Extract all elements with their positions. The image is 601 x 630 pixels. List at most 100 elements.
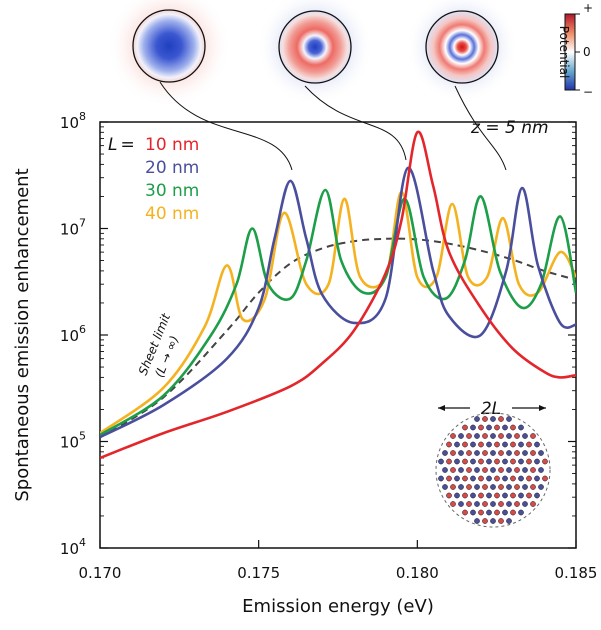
legend-label-30nm: 30 nm (145, 181, 199, 201)
y-tick-label: 104 (60, 536, 86, 558)
lattice-atom (438, 475, 444, 482)
lattice-atom (470, 492, 476, 499)
lattice-atom (518, 509, 524, 516)
lattice-atom (522, 501, 528, 507)
lattice-atom (498, 450, 504, 456)
lattice-atom (518, 441, 524, 448)
lattice-atom (478, 441, 484, 448)
lattice-atom (482, 433, 488, 439)
lattice-atom (494, 441, 500, 448)
x-tick-label: 0.170 (79, 564, 122, 582)
lattice-atom (494, 492, 500, 499)
lattice-atom (458, 484, 464, 490)
lattice-atom (506, 467, 512, 473)
lattice-atom (522, 433, 528, 439)
lattice-atom (462, 424, 468, 431)
lattice-atom (534, 475, 540, 482)
lattice-atom (510, 475, 516, 482)
lattice-atom (502, 509, 508, 516)
lattice-atom (458, 450, 464, 456)
lattice-atom (458, 433, 464, 439)
lattice-atom (506, 501, 512, 507)
lattice-atom (462, 492, 468, 499)
lattice-atom (526, 475, 532, 482)
y-tick-label: 108 (60, 110, 86, 132)
lattice-atom (506, 433, 512, 439)
lattice-atom (450, 433, 456, 439)
lattice-atom (462, 441, 468, 448)
lattice-atom (502, 492, 508, 499)
lattice-atom (510, 441, 516, 448)
x-tick-label: 0.175 (237, 564, 280, 582)
lattice-atom (478, 424, 484, 431)
lattice-atom (474, 484, 480, 490)
lattice-atom (474, 501, 480, 507)
lattice-atom (518, 424, 524, 431)
lattice-atom (474, 416, 480, 422)
lattice-atom (518, 475, 524, 482)
lattice-atom (454, 458, 460, 465)
lattice-atom (486, 509, 492, 516)
lattice-atom (494, 458, 500, 465)
colorbar-tick-plus: + (583, 1, 593, 15)
lattice-atom (498, 433, 504, 439)
legend-L: L (108, 135, 117, 155)
series-layer (100, 130, 576, 460)
lattice-atom (458, 467, 464, 473)
lattice-atom (482, 416, 488, 422)
lattice-atom (438, 458, 444, 465)
lattice-atom (486, 475, 492, 482)
lattice-atom (538, 467, 544, 473)
lattice-atom (522, 467, 528, 473)
lattice-atom (534, 492, 540, 499)
y-tick-label: 106 (60, 323, 86, 345)
lattice-atom (466, 501, 472, 507)
lattice-atom (506, 450, 512, 456)
colorbar-tick-zero: 0 (583, 45, 591, 59)
lattice-atom (490, 433, 496, 439)
lattice-atom (478, 492, 484, 499)
lattice-atom (466, 450, 472, 456)
lattice-atom (462, 475, 468, 482)
lattice-atom (530, 433, 536, 439)
series-line-20-nm (100, 166, 576, 439)
lattice-atom (510, 458, 516, 465)
lattice-atom (446, 441, 452, 448)
axis-ticks: 0.170 0.175 0.180 0.185 104 105 106 107 108 (60, 110, 598, 582)
lattice-atom (466, 433, 472, 439)
lattice-atom (518, 492, 524, 499)
lattice-atom (482, 501, 488, 507)
lattice-atom (490, 484, 496, 490)
lattice-atom (462, 509, 468, 516)
lattice-atom (522, 484, 528, 490)
series-line-10-nm (100, 130, 576, 460)
lattice-atom (454, 441, 460, 448)
lattice-atom (490, 501, 496, 507)
lattice-atom (442, 484, 448, 490)
lattice-atom (466, 467, 472, 473)
lattice-atom (530, 467, 536, 473)
lattice-atom (510, 424, 516, 431)
lattice-atom (514, 467, 520, 473)
lattice-atom (482, 467, 488, 473)
lattice-atom (470, 458, 476, 465)
lattice-inset: 2L (435, 399, 551, 528)
legend: L = 10 nm 20 nm 30 nm 40 nm (108, 135, 199, 224)
lattice-atom (478, 458, 484, 465)
colorbar: + 0 − Potential (557, 1, 593, 99)
lattice-atom (470, 424, 476, 431)
lattice-atom (494, 509, 500, 516)
y-axis-label: Spontaneous emission enhancement (12, 168, 33, 501)
lattice-atom (530, 450, 536, 456)
potential-map-3 (406, 0, 518, 103)
lattice-atom (482, 450, 488, 456)
lattice-atom (514, 450, 520, 456)
lattice-atom (478, 509, 484, 516)
legend-label-10nm: 10 nm (145, 135, 199, 155)
lattice-atom (542, 475, 548, 482)
x-axis-label: Emission energy (eV) (242, 596, 434, 617)
x-tick-label: 0.180 (396, 564, 439, 582)
potential-map-1 (107, 0, 231, 108)
lattice-atom (466, 484, 472, 490)
lattice-atom (454, 475, 460, 482)
